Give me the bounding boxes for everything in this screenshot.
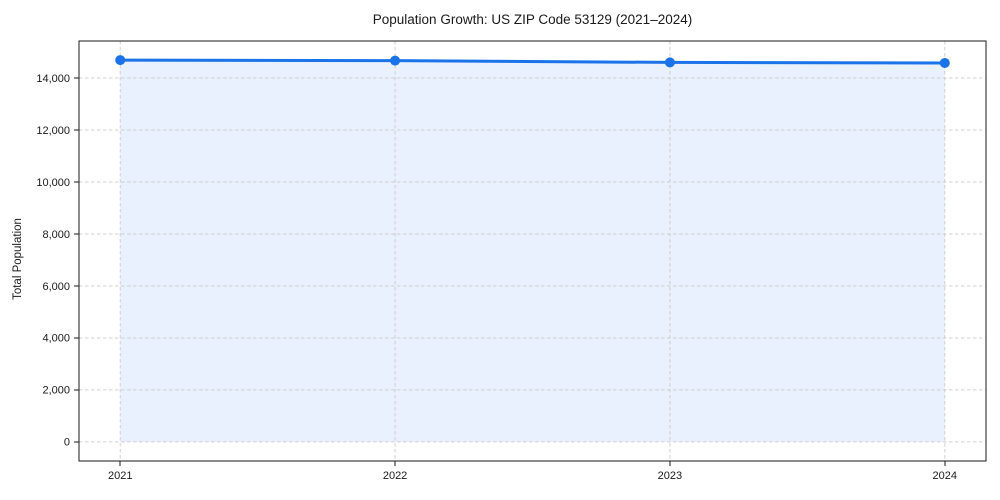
data-point-2024	[939, 57, 950, 68]
y-tick-label: 4,000	[42, 333, 70, 345]
x-tick-label: 2021	[108, 470, 132, 482]
data-point-2023	[664, 57, 675, 68]
data-point-2021	[115, 55, 126, 66]
y-tick-label: 6,000	[42, 281, 70, 293]
y-tick-label: 8,000	[42, 229, 70, 241]
y-tick-label: 0	[64, 437, 70, 449]
data-point-2022	[390, 55, 401, 66]
x-tick-label: 2023	[658, 470, 682, 482]
x-tick-label: 2024	[933, 470, 957, 482]
x-tick-label: 2022	[383, 470, 407, 482]
y-tick-label: 2,000	[42, 385, 70, 397]
chart-title: Population Growth: US ZIP Code 53129 (20…	[372, 12, 693, 27]
data-line	[118, 58, 947, 65]
plot-border	[78, 40, 987, 462]
y-tick-label: 14,000	[36, 73, 70, 85]
y-tick-label: 12,000	[36, 125, 70, 137]
area-fill	[120, 60, 945, 442]
y-tick-label: 10,000	[36, 177, 70, 189]
